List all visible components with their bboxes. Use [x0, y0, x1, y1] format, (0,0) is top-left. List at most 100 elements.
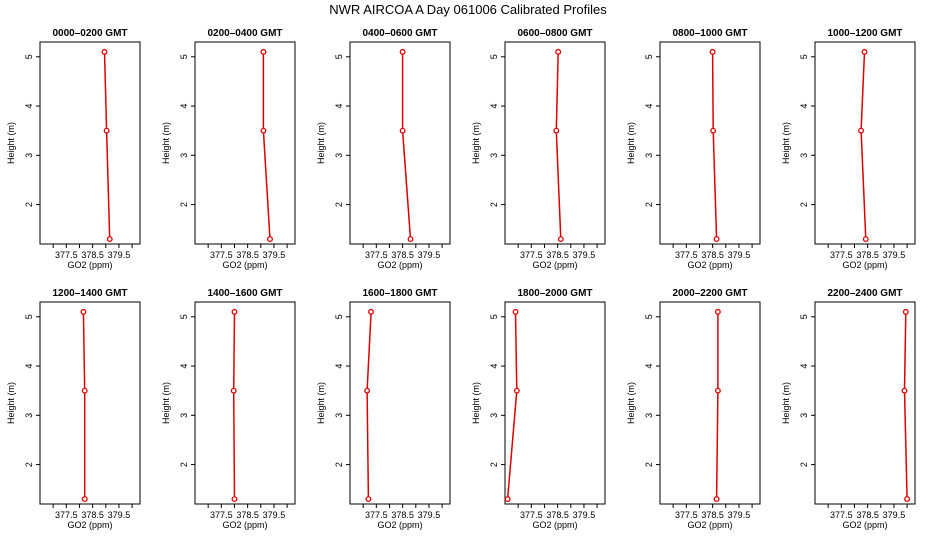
data-point	[904, 496, 911, 503]
data-point	[557, 236, 564, 243]
profile-line	[711, 51, 718, 240]
y-tick-label: 4	[799, 104, 809, 109]
data-point	[714, 387, 721, 394]
y-tick-label: 3	[644, 413, 654, 418]
x-tick-label: 379.5	[263, 510, 286, 520]
data-point	[709, 48, 716, 55]
x-axis-label: GO2 (ppm)	[532, 260, 577, 270]
x-tick-label: 378.5	[236, 250, 259, 260]
y-tick-label: 5	[644, 54, 654, 59]
profile-panel: 0400–0600 GMT 377.5 378.5 379.5 2 3 4 5 GO2 (ppm…	[316, 28, 451, 270]
x-axis-label: GO2 (ppm)	[67, 260, 112, 270]
y-axis-label: Height (m)	[471, 382, 481, 424]
y-tick-label: 4	[24, 364, 34, 369]
y-tick-label: 2	[644, 202, 654, 207]
data-point	[399, 127, 406, 134]
profile-line	[555, 51, 562, 240]
y-tick-label: 2	[799, 202, 809, 207]
y-tick-label: 4	[489, 104, 499, 109]
x-axis-label: GO2 (ppm)	[532, 520, 577, 530]
panel-title: 1800–2000 GMT	[517, 288, 592, 299]
panel-title: 1600–1800 GMT	[362, 288, 437, 299]
y-tick-label: 3	[334, 413, 344, 418]
x-axis-label: GO2 (ppm)	[67, 520, 112, 530]
y-tick-label: 4	[179, 104, 189, 109]
y-tick-label: 5	[489, 54, 499, 59]
profile-panel: 2000–2200 GMT 377.5 378.5 379.5 2 3 4 5 GO2 (ppm…	[626, 288, 761, 530]
x-tick-label: 378.5	[856, 510, 879, 520]
y-tick-label: 5	[179, 54, 189, 59]
plot-frame	[814, 41, 916, 245]
y-tick-label: 3	[179, 413, 189, 418]
x-tick-label: 378.5	[81, 250, 104, 260]
y-tick-label: 3	[489, 413, 499, 418]
panel-title: 1000–1200 GMT	[827, 28, 902, 39]
y-axis-label: Height (m)	[316, 382, 326, 424]
y-axis-label: Height (m)	[6, 122, 16, 164]
x-tick-label: 379.5	[728, 250, 751, 260]
data-point	[80, 308, 87, 315]
y-tick-label: 2	[489, 202, 499, 207]
data-point	[555, 48, 562, 55]
data-point	[553, 127, 560, 134]
plot-frame	[39, 41, 141, 245]
x-tick-label: 379.5	[728, 510, 751, 520]
y-tick-label: 3	[799, 153, 809, 158]
data-point	[902, 308, 909, 315]
x-axis-label: GO2 (ppm)	[687, 260, 732, 270]
y-axis-label: Height (m)	[781, 122, 791, 164]
data-point	[714, 308, 721, 315]
y-tick-label: 3	[644, 153, 654, 158]
profile-line	[860, 51, 867, 240]
plot-frame	[194, 41, 296, 245]
data-point	[407, 236, 414, 243]
x-tick-label: 377.5	[520, 510, 543, 520]
x-tick-label: 379.5	[263, 250, 286, 260]
x-tick-label: 378.5	[236, 510, 259, 520]
x-axis-label: GO2 (ppm)	[377, 260, 422, 270]
y-tick-label: 4	[179, 364, 189, 369]
y-tick-label: 2	[179, 202, 189, 207]
y-tick-label: 2	[644, 462, 654, 467]
y-tick-label: 3	[799, 413, 809, 418]
y-axis-label: Height (m)	[781, 382, 791, 424]
x-tick-label: 379.5	[108, 510, 131, 520]
profile-line	[401, 51, 412, 240]
panel-title: 0200–0400 GMT	[207, 28, 282, 39]
figure-title: NWR AIRCOA A Day 061006 Calibrated Profi…	[329, 2, 607, 17]
data-point	[260, 127, 267, 134]
panel-title: 2200–2400 GMT	[827, 288, 902, 299]
y-tick-label: 3	[489, 153, 499, 158]
x-tick-label: 377.5	[675, 510, 698, 520]
panel-title: 0400–0600 GMT	[362, 28, 437, 39]
data-point	[81, 387, 88, 394]
profile-panel: 1200–1400 GMT 377.5 378.5 379.5 2 3 4 5 GO2 (ppm…	[6, 288, 141, 530]
profile-line	[262, 51, 271, 240]
profile-panel: 0800–1000 GMT 377.5 378.5 379.5 2 3 4 5 GO2 (ppm…	[626, 28, 761, 270]
x-tick-label: 379.5	[418, 250, 441, 260]
plot-frame	[659, 41, 761, 245]
profile-line	[103, 51, 111, 240]
y-axis-label: Height (m)	[161, 122, 171, 164]
y-tick-label: 2	[334, 202, 344, 207]
x-tick-label: 377.5	[830, 510, 853, 520]
x-axis-label: GO2 (ppm)	[222, 520, 267, 530]
plot-frame	[349, 41, 451, 245]
y-tick-label: 5	[24, 54, 34, 59]
y-tick-label: 5	[179, 314, 189, 319]
x-tick-label: 377.5	[55, 250, 78, 260]
panel-title: 2000–2200 GMT	[672, 288, 747, 299]
data-point	[858, 127, 865, 134]
y-axis-label: Height (m)	[471, 122, 481, 164]
x-tick-label: 377.5	[365, 510, 388, 520]
x-tick-label: 379.5	[883, 510, 906, 520]
x-tick-label: 379.5	[418, 510, 441, 520]
x-axis-label: GO2 (ppm)	[842, 260, 887, 270]
x-tick-label: 377.5	[55, 510, 78, 520]
x-axis-label: GO2 (ppm)	[687, 520, 732, 530]
data-point	[861, 48, 868, 55]
y-tick-label: 2	[24, 462, 34, 467]
profile-panel: 2200–2400 GMT 377.5 378.5 379.5 2 3 4 5 GO2 (ppm…	[781, 288, 916, 530]
x-axis-label: GO2 (ppm)	[377, 520, 422, 530]
